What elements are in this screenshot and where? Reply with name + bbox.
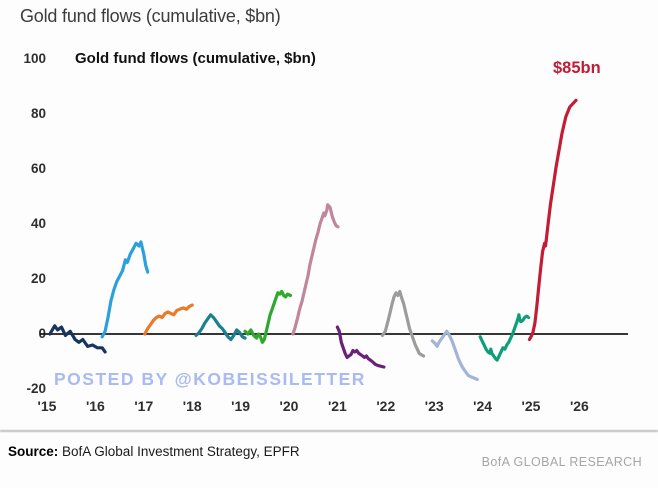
y-tick-label: 60 [30, 161, 46, 176]
x-tick-label: '17 [134, 398, 154, 414]
x-tick-label: '21 [327, 398, 347, 414]
x-tick-label: '16 [85, 398, 105, 414]
watermark: POSTED BY @KOBEISSILETTER [54, 369, 366, 389]
x-tick-label: '20 [279, 398, 299, 414]
y-tick-label: -20 [26, 381, 46, 396]
peak-value-annotation: $85bn [553, 59, 601, 77]
series-line-2020 [291, 203, 340, 336]
y-tick-label: 100 [23, 51, 46, 66]
series-line-2018 [194, 313, 247, 342]
y-tick-label: 20 [30, 271, 46, 286]
series-line-2019 [243, 289, 293, 344]
y-tick-label: 80 [30, 106, 46, 121]
source-label: Source: [8, 444, 59, 459]
page-title: Gold fund flows (cumulative, $bn) [20, 6, 281, 26]
x-tick-label: '15 [37, 398, 57, 414]
source-text: BofA Global Investment Strategy, EPFR [58, 444, 300, 459]
x-tick-label: '23 [424, 398, 444, 414]
x-tick-label: '26 [569, 398, 589, 414]
x-tick-label: '24 [473, 398, 493, 414]
y-tick-label: 0 [38, 326, 46, 341]
x-tick-label: '19 [231, 398, 251, 414]
y-tick-label: 40 [30, 216, 46, 231]
x-tick-label: '25 [521, 398, 541, 414]
x-tick-label: '18 [182, 398, 202, 414]
series-line-2024 [478, 313, 531, 362]
series-line-2023 [430, 329, 479, 381]
series-line-2021 [335, 325, 386, 369]
source-note: Source: BofA Global Investment Strategy,… [8, 444, 300, 459]
series-line-2022 [380, 289, 426, 358]
brand-mark: BofA GLOBAL RESEARCH [481, 455, 642, 469]
series-line-2016 [100, 240, 150, 339]
series-line-2017 [143, 303, 194, 336]
divider-line [0, 430, 658, 432]
series-line-2025 [527, 98, 578, 342]
chart-title: Gold fund flows (cumulative, $bn) [75, 50, 316, 67]
x-tick-label: '22 [376, 398, 396, 414]
series-line-2015 [48, 324, 107, 354]
